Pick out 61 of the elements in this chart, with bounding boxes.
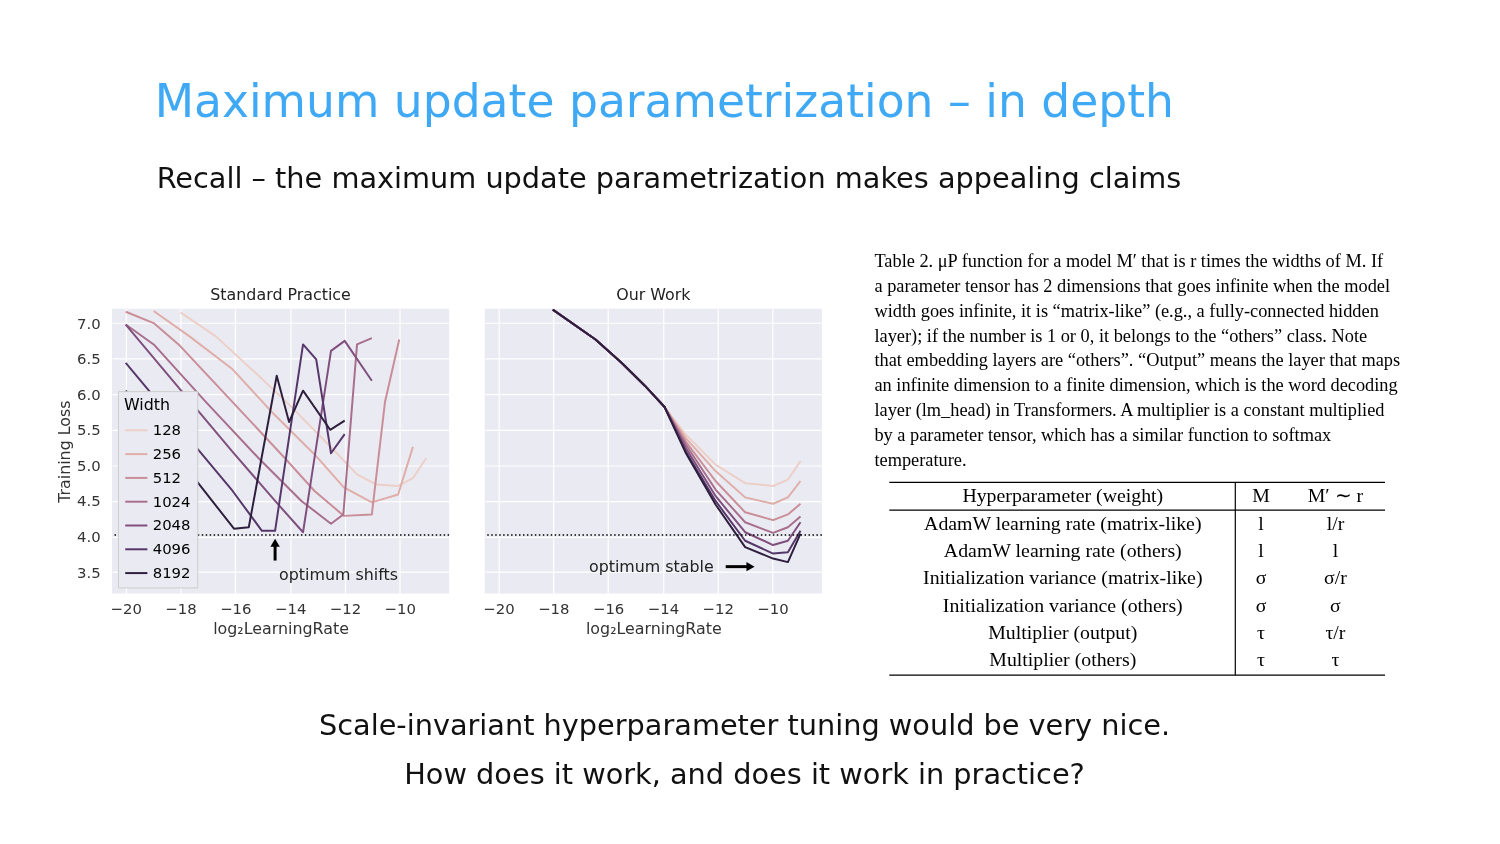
text: τ xyxy=(1331,648,1340,671)
text: σ xyxy=(1255,593,1267,616)
category-label: Hyperparameter (weight) xyxy=(962,484,1164,508)
x-tick-label: −20 xyxy=(110,599,142,618)
category-label: M xyxy=(1252,484,1271,507)
text: Maximum update parametrization – in depth xyxy=(154,74,1175,128)
category-label: Initialization variance (matrix-like) xyxy=(923,566,1203,589)
y-tick-label: 5.5 xyxy=(76,421,101,440)
x-tick-label: −12 xyxy=(329,599,362,618)
legend-label: 8192 xyxy=(152,564,191,583)
annotation: optimum shifts xyxy=(279,565,398,585)
x-tick-label: −10 xyxy=(757,599,789,618)
y-tick-label: 3.5 xyxy=(76,563,101,582)
legend-label: 1024 xyxy=(152,492,191,511)
category-label: Multiplier (others) xyxy=(989,648,1137,671)
x-tick-label: −16 xyxy=(220,599,252,618)
x-axis-title: log₂LearningRate xyxy=(213,618,349,638)
chart-title: Our Work xyxy=(616,284,692,304)
x-tick-label: −18 xyxy=(538,599,570,618)
y-tick-label: 4.5 xyxy=(76,492,101,511)
text: l xyxy=(1332,539,1339,562)
legend-label: 512 xyxy=(152,468,182,487)
text: l xyxy=(1258,511,1264,534)
text: l xyxy=(1258,539,1264,562)
category-label: AdamW learning rate (matrix-like) xyxy=(924,511,1202,534)
y-tick-label: 7.0 xyxy=(76,314,101,333)
category-label: Multiplier (output) xyxy=(988,621,1138,644)
legend-label: 2048 xyxy=(152,516,191,535)
legend-label: 128 xyxy=(152,421,182,440)
text: How does it work, and does it work in practice? xyxy=(404,756,1085,791)
x-tick-label: −18 xyxy=(165,599,197,618)
y-tick-label: 6.5 xyxy=(76,350,101,369)
category-label: Initialization variance (others) xyxy=(942,593,1183,616)
x-tick-label: −14 xyxy=(647,599,680,618)
legend-label: 4096 xyxy=(152,540,191,559)
y-axis-title: Training Loss xyxy=(55,400,75,504)
x-tick-label: −20 xyxy=(483,599,515,618)
annotation: optimum stable xyxy=(588,556,714,576)
y-tick-label: 5.0 xyxy=(76,456,101,475)
text: σ/r xyxy=(1324,566,1347,589)
category-label: AdamW learning rate (others) xyxy=(943,539,1182,562)
legend-label: 256 xyxy=(152,445,182,464)
text: τ/r xyxy=(1325,621,1346,644)
text: τ xyxy=(1257,648,1266,671)
category-label: M′ ∼ r xyxy=(1307,484,1364,507)
text: l/r xyxy=(1326,511,1345,534)
text: σ xyxy=(1255,566,1267,589)
x-tick-label: −12 xyxy=(702,599,734,618)
text: σ xyxy=(1330,593,1341,616)
chart-title: Table 2. μP function for a model M′ that is r times the widths of M. If a parameter tensor has 2 dimensions that goes infinite when the model width goes infinite, it is “matrix-like” (e.g., a fully-connected hidden layer); if the number is 1 or 0, it belongs to the “others” class. Note that embedding layers are “others”. “Output” means the layer that maps an infinite dimension to a finite dimension, which is the word decoding layer (lm_head) in Transformers. A multiplier is a constant multiplied by a parameter tensor, which has a similar function to softmax temperature. xyxy=(874,251,1401,470)
y-tick-label: 4.0 xyxy=(76,527,101,546)
chart-title: Standard Practice xyxy=(210,284,351,304)
text: Scale-invariant hyperparameter tuning would be very nice. xyxy=(318,708,1171,743)
y-tick-label: 6.0 xyxy=(76,385,101,404)
x-tick-label: −10 xyxy=(384,599,416,618)
x-axis-title: log₂LearningRate xyxy=(585,618,722,638)
legend-title: Width xyxy=(123,395,170,414)
text: Recall – the maximum update parametrization makes appealing claims xyxy=(156,160,1182,195)
x-tick-label: −16 xyxy=(592,599,625,618)
text: τ xyxy=(1257,621,1266,644)
x-tick-label: −14 xyxy=(274,599,307,618)
